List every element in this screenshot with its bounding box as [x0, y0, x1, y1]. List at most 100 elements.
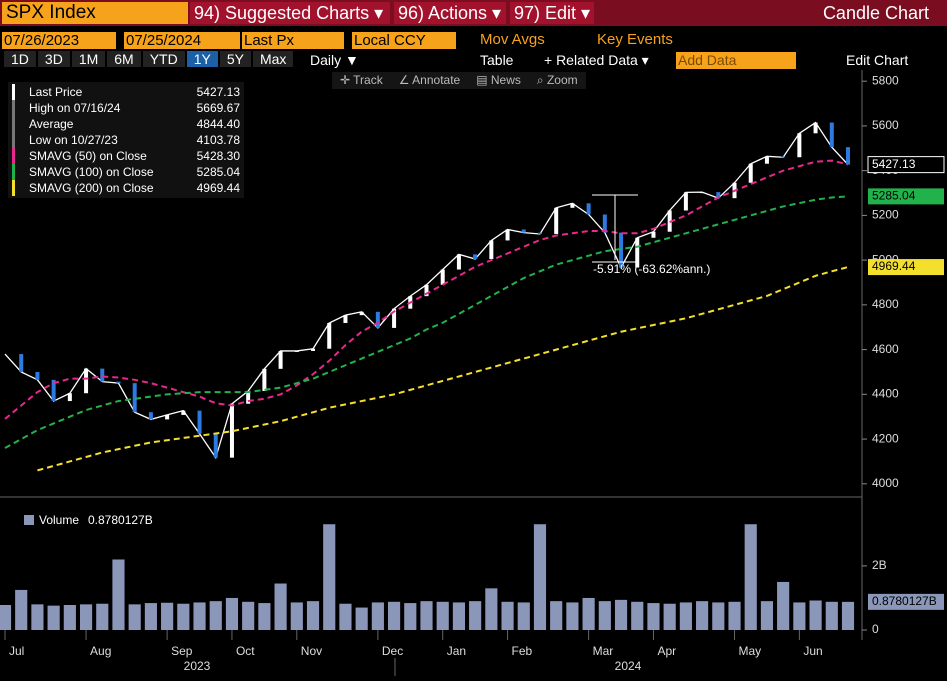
mov-avgs[interactable]: Mov Avgs — [480, 31, 545, 48]
key-events[interactable]: Key Events — [597, 31, 673, 48]
volume-bar — [323, 524, 336, 630]
legend-row: SMAVG (50) on Close 5428.30 — [12, 148, 240, 164]
menu[interactable]: 94) Suggested Charts ▾ — [190, 2, 390, 24]
x-tick-label: Sep — [171, 644, 193, 658]
x-tick-label: Dec — [382, 644, 403, 658]
candle — [456, 254, 461, 270]
volume-bar — [128, 604, 141, 630]
candle — [165, 414, 170, 420]
volume-bar — [647, 603, 660, 630]
y-tick-label: 5200 — [872, 208, 899, 222]
candle — [829, 122, 834, 148]
x-tick-label: Oct — [236, 644, 255, 658]
x-tick-label: Mar — [593, 644, 614, 658]
y-tick-label: 2B — [872, 558, 887, 572]
legend-value: 5669.67 — [196, 101, 240, 115]
period-button[interactable]: 3D — [37, 51, 70, 67]
moving-average-line — [4, 159, 849, 420]
candle — [537, 232, 542, 234]
volume-bar — [306, 601, 320, 630]
volume-bar — [355, 607, 368, 630]
candle — [764, 156, 769, 164]
volume-bar — [290, 602, 303, 630]
volume-bar — [242, 601, 255, 630]
legend-label: Low on 10/27/23 — [12, 132, 118, 148]
period-button[interactable]: YTD — [142, 51, 185, 67]
volume-bar — [517, 602, 530, 630]
legend-value: 5285.04 — [196, 165, 240, 179]
legend-label: SMAVG (200) on Close — [12, 180, 154, 196]
legend-label: Last Price — [12, 84, 82, 100]
candle — [505, 229, 510, 241]
volume-bar — [679, 602, 692, 630]
tool-button[interactable]: ▤ News — [476, 73, 521, 87]
frequency[interactable]: Daily ▼ — [310, 52, 359, 68]
volume-bar — [274, 583, 287, 630]
period-button[interactable]: 1Y — [186, 51, 218, 67]
volume-bar — [614, 599, 628, 630]
volume-bar — [777, 581, 790, 630]
currency[interactable]: Local CCY — [352, 32, 456, 49]
legend-value: 5428.30 — [196, 149, 240, 163]
legend-label: SMAVG (100) on Close — [12, 164, 154, 180]
table-button[interactable]: Table — [480, 52, 514, 68]
legend-value: 5427.13 — [196, 85, 240, 99]
candle — [278, 350, 283, 369]
volume-bar — [469, 601, 482, 630]
related-data[interactable]: + Related Data ▾ — [544, 52, 649, 68]
volume-bar — [31, 604, 44, 630]
tool-bar: ✛ Track ∠ Annotate ▤ News ⌕ Zoom — [332, 72, 586, 89]
volume-legend: Volume — [39, 513, 79, 527]
legend-value: 4103.78 — [196, 133, 240, 147]
candle — [651, 231, 656, 238]
legend: Last Price 5427.13 High on 07/16/24 5669.67… — [8, 82, 244, 198]
candle — [635, 237, 640, 268]
volume-bar — [793, 602, 806, 630]
period-button[interactable]: 6M — [107, 51, 141, 67]
add-data[interactable]: Add Data — [676, 52, 796, 69]
candle — [570, 203, 575, 208]
legend-swatch — [24, 515, 34, 525]
legend-row: Last Price 5427.13 — [12, 84, 240, 100]
y-tick-label: 4400 — [872, 387, 899, 401]
ticker-input[interactable]: SPX Index — [2, 2, 188, 24]
candle — [440, 269, 445, 285]
price-tag-label: 4969.44 — [872, 259, 916, 273]
candle — [602, 214, 607, 233]
candle — [797, 133, 802, 158]
candle — [813, 122, 818, 134]
y-tick-label: 4200 — [872, 431, 899, 445]
legend-label: SMAVG (50) on Close — [12, 148, 147, 164]
candle — [343, 315, 348, 323]
tool-button[interactable]: ∠ Annotate — [398, 73, 461, 87]
start-date[interactable]: 07/26/2023 — [2, 32, 116, 49]
year-label: 2023 — [184, 659, 211, 673]
volume-bar — [582, 597, 595, 630]
period-button[interactable]: Max — [252, 51, 294, 67]
menu[interactable]: 97) Edit ▾ — [510, 2, 594, 24]
legend-row: Average 4844.40 — [12, 116, 240, 132]
period-button[interactable]: 1D — [4, 51, 36, 67]
moving-average-line — [37, 266, 849, 472]
price-tag — [868, 188, 944, 205]
candle — [116, 381, 121, 384]
end-date[interactable]: 07/25/2024 — [124, 32, 240, 49]
volume-legend-value: 0.8780127B — [88, 513, 153, 527]
period-bar: 1D 3D 1M 6M YTD 1Y 5Y Max — [4, 51, 294, 67]
x-tick-label: Jul — [9, 644, 24, 658]
tool-button[interactable]: ✛ Track — [340, 73, 383, 87]
volume-bar — [841, 601, 855, 630]
volume-bar — [809, 600, 822, 630]
candle — [489, 240, 494, 260]
volume-bar — [144, 603, 157, 630]
period-button[interactable]: 1M — [71, 51, 106, 67]
volume-bar — [436, 601, 449, 630]
menu[interactable]: 96) Actions ▾ — [394, 2, 506, 24]
period-button[interactable]: 5Y — [219, 51, 251, 67]
edit-chart[interactable]: Edit Chart — [846, 52, 909, 68]
volume-bar — [744, 524, 757, 630]
tool-button[interactable]: ⌕ Zoom — [536, 73, 578, 87]
field[interactable]: Last Px — [242, 32, 344, 49]
volume-bar — [63, 605, 76, 630]
